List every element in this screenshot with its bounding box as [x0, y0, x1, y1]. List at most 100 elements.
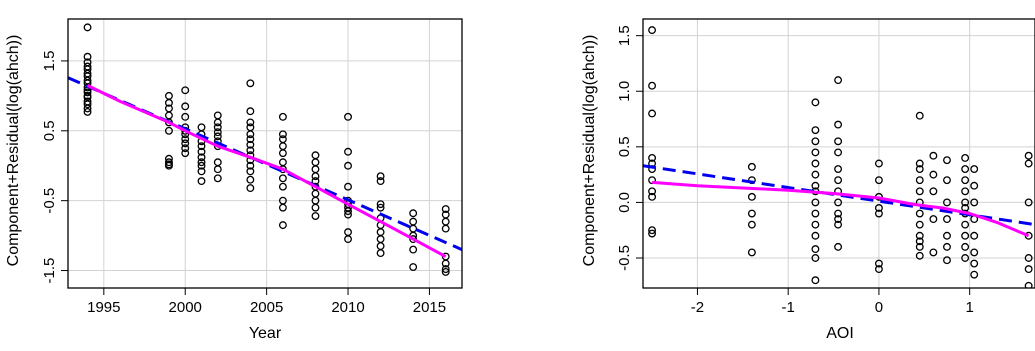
data-point — [197, 177, 206, 186]
data-point — [811, 181, 820, 190]
data-point — [834, 176, 843, 185]
chart-panel-2: -2 -1 0 1 -0.5 0.0 0.5 1.0 1.5 AOI Component+Resid… — [581, 18, 1035, 342]
data-point — [834, 242, 843, 251]
y-axis-label: Component+Residual(log(ahch)) — [581, 35, 598, 267]
data-point — [648, 81, 657, 90]
data-point — [915, 176, 924, 185]
y-tick-label: -0.5 — [41, 188, 58, 214]
data-point — [311, 212, 320, 220]
smooth-line — [651, 180, 1030, 238]
data-point — [811, 126, 820, 135]
data-point — [834, 137, 843, 146]
data-point — [376, 235, 385, 244]
data-point — [278, 135, 287, 144]
data-point — [197, 147, 206, 156]
data-point — [834, 220, 843, 229]
x-tick-label: -2 — [691, 299, 704, 316]
data-point — [874, 259, 883, 268]
data-point — [834, 165, 843, 174]
data-point — [246, 135, 255, 144]
data-point — [834, 148, 843, 157]
data-point — [441, 267, 450, 276]
data-point — [874, 209, 883, 218]
data-point — [409, 217, 418, 226]
data-point — [747, 248, 756, 257]
data-point — [376, 172, 385, 181]
data-point — [834, 76, 843, 85]
data-point — [943, 231, 951, 240]
data-point — [246, 79, 255, 88]
data-point — [1024, 254, 1033, 262]
x-tick-label: 2000 — [169, 299, 202, 316]
data-point — [915, 165, 924, 174]
data-point — [834, 215, 843, 224]
data-point — [943, 198, 951, 207]
data-point — [213, 174, 222, 183]
data-point — [811, 231, 820, 240]
data-point — [929, 151, 938, 160]
data-point — [1024, 151, 1033, 160]
plot-frame — [642, 18, 1035, 289]
data-point — [1024, 198, 1033, 207]
data-point — [970, 248, 979, 257]
data-point — [278, 130, 287, 139]
data-point — [164, 161, 173, 170]
plot-area — [643, 26, 1035, 288]
data-point — [376, 228, 385, 237]
data-point — [213, 123, 222, 132]
data-point — [943, 176, 951, 185]
x-axis-label: Year — [249, 325, 282, 342]
data-point — [929, 215, 938, 224]
data-point — [915, 159, 924, 168]
data-point — [648, 187, 657, 196]
data-point — [409, 209, 418, 218]
data-point — [181, 149, 190, 158]
data-point — [915, 111, 924, 120]
data-point — [943, 215, 951, 224]
data-point — [278, 174, 287, 183]
data-point — [811, 220, 820, 229]
data-point — [213, 132, 222, 141]
data-point — [1024, 281, 1033, 288]
y-tick-label: 0.5 — [41, 120, 58, 141]
x-tick-label: 2010 — [331, 299, 364, 316]
data-point — [834, 209, 843, 218]
data-point — [811, 159, 820, 168]
data-point — [970, 181, 979, 190]
data-point — [83, 100, 92, 109]
data-point — [278, 203, 287, 212]
data-point — [961, 242, 970, 251]
data-point — [970, 259, 979, 268]
data-point — [278, 221, 287, 230]
data-point — [961, 220, 970, 229]
data-point — [915, 242, 924, 251]
plot-area — [68, 23, 462, 276]
data-point — [915, 220, 924, 229]
data-point — [197, 167, 206, 176]
data-point — [943, 256, 951, 265]
data-point — [409, 245, 418, 254]
data-point — [246, 161, 255, 170]
x-tick-label: 1 — [965, 299, 973, 316]
data-point — [83, 23, 92, 32]
data-point — [311, 172, 320, 181]
data-point — [197, 123, 206, 132]
data-point — [376, 249, 385, 258]
y-tick-label: 1.5 — [616, 25, 633, 46]
data-point — [648, 229, 657, 238]
data-point — [213, 128, 222, 137]
data-point — [929, 248, 938, 257]
data-point — [441, 205, 450, 213]
data-point — [441, 265, 450, 274]
data-point — [246, 118, 255, 127]
x-tick-label: -1 — [782, 299, 795, 316]
data-point — [409, 235, 418, 244]
x-tick-label: 1995 — [87, 299, 120, 316]
y-tick-label: 0.0 — [616, 192, 633, 213]
data-point — [874, 176, 883, 185]
data-point — [811, 137, 820, 146]
data-point — [943, 242, 951, 251]
data-point — [181, 112, 190, 121]
